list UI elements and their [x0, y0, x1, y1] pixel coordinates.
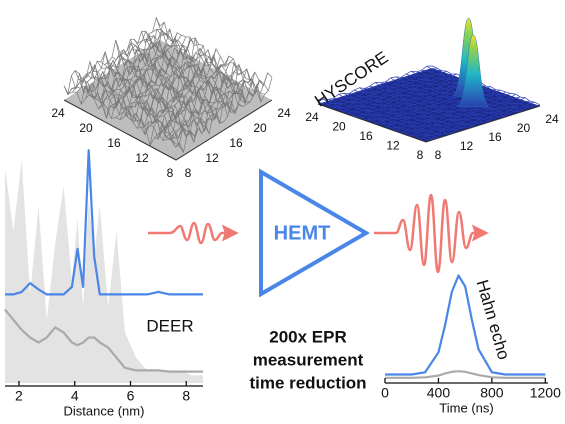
surface-peak — [457, 34, 489, 108]
x-axis-title: Distance (nm) — [64, 403, 145, 418]
surface-mesh — [96, 60, 210, 134]
x-tick-label: 400 — [427, 385, 451, 401]
surface-mesh — [354, 89, 463, 129]
surface-mesh — [78, 75, 191, 135]
x-tick-label: 800 — [480, 385, 504, 401]
line — [4, 308, 203, 373]
amplifier-triangle — [259, 168, 370, 298]
surface-mesh — [364, 88, 473, 126]
caption-line: measurement — [253, 350, 364, 369]
surface-tick-label: 20 — [253, 121, 267, 135]
surface-mesh — [323, 98, 432, 140]
surface-floor — [64, 40, 272, 160]
surface-tick-label: 16 — [488, 130, 502, 144]
x-tick-label: 8 — [182, 388, 190, 404]
surface-mesh — [145, 70, 243, 134]
surface-tick-label: 24 — [51, 106, 65, 120]
surface-mesh — [82, 73, 195, 138]
surface-axis — [63, 99, 273, 161]
x-tick-label: 4 — [71, 388, 79, 404]
surface-mesh — [425, 104, 541, 140]
surface-mesh — [128, 54, 225, 123]
amplifier-label: HEMT — [274, 222, 331, 244]
surface-mesh — [63, 85, 177, 147]
surface-mesh — [369, 85, 478, 123]
surface-mesh — [154, 67, 251, 140]
line — [5, 149, 203, 296]
surface-mesh — [123, 56, 221, 121]
line — [385, 274, 546, 376]
line — [385, 370, 546, 379]
surface-tick-label: 20 — [79, 121, 93, 135]
surface-mesh — [411, 97, 526, 137]
surface-axis — [317, 103, 541, 143]
surface-mesh — [349, 93, 458, 130]
surface-mesh — [67, 85, 180, 148]
surface-tick-label: 24 — [305, 110, 319, 124]
surface-tick-label: 16 — [229, 136, 243, 150]
surface-mesh — [71, 75, 184, 153]
surface-tick-label: 16 — [107, 136, 121, 150]
surface-mesh — [317, 101, 427, 140]
surface-tick-label: 12 — [460, 139, 474, 153]
caption-line: 200x EPR — [269, 327, 347, 346]
surface-mesh — [401, 93, 516, 133]
input-arrowhead — [221, 224, 239, 242]
surface-mesh — [416, 100, 531, 137]
surface-mesh — [420, 101, 536, 139]
surface-mesh — [359, 87, 468, 129]
surface-tick-label: 8 — [167, 166, 174, 180]
caption-line: time reduction — [249, 373, 366, 392]
surface-tick-label: 20 — [332, 120, 346, 134]
x-tick-label: 0 — [381, 385, 389, 401]
input-wave — [148, 221, 236, 245]
surface-mesh — [374, 82, 484, 123]
surface-mesh — [328, 98, 437, 138]
x-tick-label: 6 — [127, 388, 135, 404]
surface-tick-label: 20 — [517, 121, 531, 135]
surface-mesh — [74, 70, 188, 139]
output-pulse — [374, 193, 489, 274]
input-pulse — [148, 221, 239, 245]
surface-mesh — [141, 62, 238, 136]
surface-mesh — [175, 77, 273, 154]
x-tick-label: 2 — [15, 388, 23, 404]
surface-plot: 24 20 16 12 8 24 20 16 12 8 — [51, 16, 291, 180]
surface-mesh — [108, 57, 221, 124]
surface-tick-label: 8 — [435, 148, 442, 162]
surface-tick-label: 24 — [545, 112, 559, 126]
surface-mesh — [162, 78, 260, 141]
surface-tick-label: 8 — [417, 148, 424, 162]
output-arrowhead — [471, 224, 489, 242]
surface-mesh — [391, 91, 506, 129]
surface-mesh — [343, 93, 453, 134]
surface-mesh — [406, 96, 521, 134]
surface-mesh — [333, 97, 442, 135]
x-axis-title: Time (ns) — [439, 400, 493, 415]
surface-tick-label: 12 — [205, 151, 219, 165]
surface-tick-label: 16 — [359, 129, 373, 143]
surface-tick-label: 12 — [135, 151, 149, 165]
surface-mesh — [93, 65, 206, 128]
annotation: DEER — [146, 316, 193, 335]
surface-tick-label: 12 — [386, 139, 400, 153]
surface-tick-label: 8 — [185, 166, 192, 180]
output-wave — [374, 193, 484, 274]
area — [5, 160, 203, 383]
surface-mesh — [158, 72, 256, 138]
surface-mesh — [137, 58, 234, 129]
line-chart: 2 4 6 8 Distance (nm) DEER — [4, 149, 203, 418]
surface-mesh — [171, 72, 269, 148]
x-tick-label: 1200 — [530, 385, 561, 401]
surface-mesh — [132, 55, 230, 123]
surface-mesh — [396, 93, 511, 131]
surface-tick-label: 24 — [277, 106, 291, 120]
surface-mesh — [338, 93, 447, 134]
